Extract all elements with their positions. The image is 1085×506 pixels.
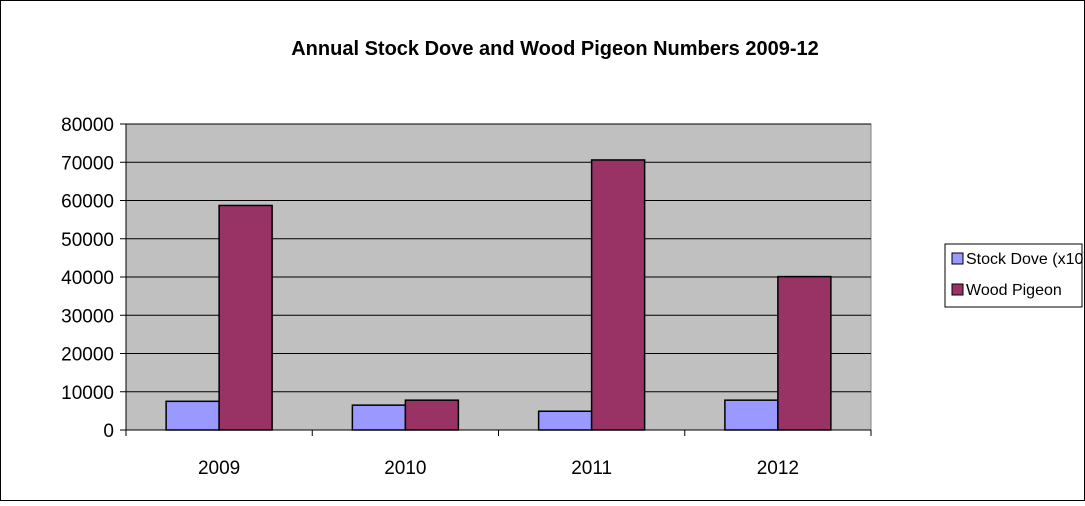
bar-stock-dove-2009: [166, 401, 219, 430]
y-tick-labels: 0 10000 20000 30000 40000 50000 60000 70000 8000…: [61, 115, 114, 442]
x-tick-label: 2011: [571, 458, 612, 479]
chart-title: Annual Stock Dove and Wood Pigeon Number…: [291, 38, 819, 60]
y-tick-label: 60000: [61, 192, 114, 213]
bar-wood-pigeon-2012: [778, 277, 831, 430]
y-tick-label: 40000: [61, 268, 114, 289]
bar-wood-pigeon-2009: [219, 205, 272, 430]
x-tick-label: 2012: [757, 458, 799, 479]
bar-stock-dove-2012: [725, 400, 778, 430]
x-tick-label: 2009: [198, 458, 240, 479]
y-tick-label: 50000: [61, 230, 114, 251]
legend-swatch-wood-pigeon: [952, 284, 963, 295]
legend-swatch-stock-dove: [952, 253, 963, 264]
y-tick-label: 30000: [61, 306, 114, 327]
y-tick-label: 10000: [61, 383, 114, 404]
y-tick-label: 70000: [61, 153, 114, 174]
legend-label-wood-pigeon: Wood Pigeon: [966, 282, 1062, 299]
bar-wood-pigeon-2011: [592, 160, 645, 430]
legend: Stock Dove (x10) Wood Pigeon: [945, 244, 1085, 307]
bar-wood-pigeon-2010: [405, 400, 458, 430]
bar-stock-dove-2011: [539, 411, 592, 430]
y-tick-label: 80000: [61, 115, 114, 136]
y-tick-label: 20000: [61, 345, 114, 366]
legend-label-stock-dove: Stock Dove (x10): [966, 251, 1085, 268]
x-tick-label: 2010: [384, 458, 426, 479]
bar-stock-dove-2010: [352, 405, 405, 430]
y-tick-label: 0: [103, 421, 114, 442]
